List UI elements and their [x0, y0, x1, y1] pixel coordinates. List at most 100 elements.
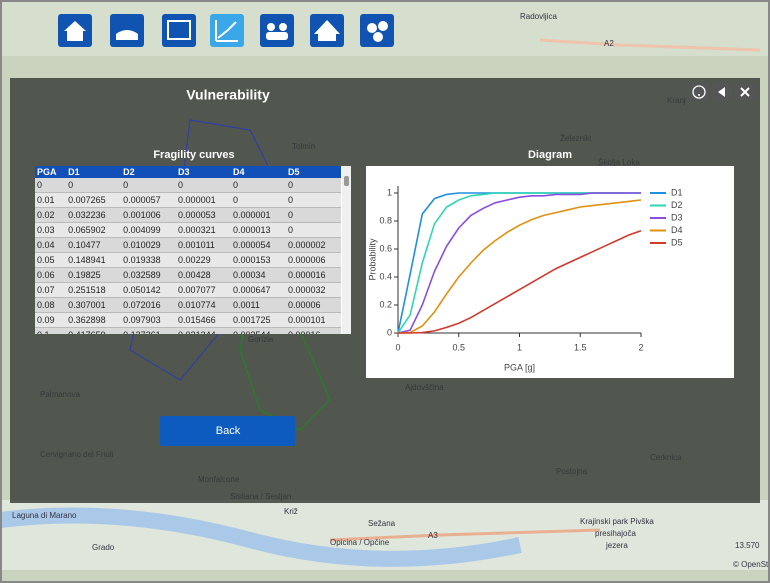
series-line	[397, 199, 642, 334]
panel-controls	[689, 83, 755, 101]
table-cell: 0.01	[35, 192, 67, 208]
map-label: A2	[604, 39, 614, 48]
damage-icon	[314, 20, 340, 41]
table-cell: 0.10477	[66, 237, 122, 253]
cost-icon	[378, 21, 388, 31]
population-button[interactable]	[260, 14, 294, 47]
table-cell: 0.010029	[121, 237, 177, 253]
scrollbar[interactable]	[342, 166, 351, 334]
table-row: 0.08 0.307001 0.072016 0.010774 0.0011 0.0000…	[35, 297, 341, 313]
y-tick-label: 0.8	[379, 215, 392, 225]
map-label: Križ	[284, 507, 298, 516]
table-cell: 0.03	[35, 222, 67, 238]
table-cell: 0.00428	[176, 267, 232, 283]
table-cell: 0.001011	[176, 237, 232, 253]
header-row: PGA D1 D2 D3 D4 D5	[35, 166, 341, 178]
cost-icon	[367, 23, 377, 33]
table-cell: 0.19825	[66, 267, 122, 283]
table-cell: 0	[285, 178, 341, 193]
monitor-icon	[167, 20, 191, 40]
table-cell: 0	[35, 178, 67, 193]
table-cell: 0.010774	[176, 297, 232, 313]
table-cell: 0	[66, 178, 122, 193]
vulnerability-icon	[215, 20, 238, 42]
table-row: 0.05 0.148941 0.019338 0.00229 0.000153 0.000…	[35, 252, 341, 268]
population-icon	[267, 23, 275, 31]
table-cell: 0.001006	[121, 207, 177, 223]
help-icon	[692, 85, 706, 99]
map-label: 13.570	[735, 541, 760, 550]
table-cell: 0.097903	[121, 312, 177, 328]
table-cell: 0.09	[35, 312, 67, 328]
y-tick-label: 0.6	[379, 243, 392, 253]
column-header: D5	[285, 166, 341, 178]
map-label: Radovljica	[520, 12, 557, 21]
home-icon	[64, 21, 86, 41]
column-header: PGA	[35, 166, 67, 178]
x-tick-label: 1	[517, 342, 522, 352]
fragility-table: PGA D1 D2 D3 D4 D5 0 0 0 0 0 0 0.01 0.007265 0.000057 0…	[35, 166, 351, 334]
table-cell: 0.307001	[66, 297, 122, 313]
table-cell: 0	[231, 192, 286, 208]
table-cell: 0.032589	[121, 267, 177, 283]
table-body: 0 0 0 0 0 0 0.01 0.007265 0.000057 0.000001 0 0 0.02…	[35, 178, 341, 334]
table: PGA D1 D2 D3 D4 D5 0 0 0 0 0 0 0.01 0.007265 0.000057 0…	[35, 166, 341, 334]
table-row: 0.02 0.032236 0.001006 0.000053 0.000001 0	[35, 207, 341, 223]
back-button-label: Back	[216, 425, 241, 437]
toolbar-buttons	[58, 14, 394, 47]
map-label: jezera	[605, 541, 628, 550]
cost-icon	[373, 32, 383, 42]
y-tick-label: 0.4	[379, 271, 392, 281]
table-cell: 0	[176, 178, 232, 193]
map-label: Opicina / Opčine	[330, 538, 390, 547]
scroll-thumb[interactable]	[344, 176, 349, 186]
table-row: 0.09 0.362898 0.097903 0.015466 0.001725 0.00…	[35, 312, 341, 328]
table-cell: 0.000016	[285, 267, 341, 283]
table-cell: 0.000002	[285, 237, 341, 253]
table-cell: 0.00034	[231, 267, 286, 283]
map-label: © OpenStreetMap	[733, 560, 770, 569]
column-header: D1	[66, 166, 122, 178]
table-cell: 0.08	[35, 297, 67, 313]
column-header: D4	[231, 166, 286, 178]
table-title: Fragility curves	[153, 149, 234, 161]
legend-label: D3	[671, 212, 683, 222]
population-icon	[279, 23, 287, 31]
table-cell: 0.015466	[176, 312, 232, 328]
table-cell: 0.000153	[231, 252, 286, 268]
table-cell: 0.000013	[231, 222, 286, 238]
table-cell: 0.04	[35, 237, 67, 253]
legend-label: D2	[671, 200, 683, 210]
table-cell: 0.000001	[176, 192, 232, 208]
column-header: D3	[176, 166, 232, 178]
cost-button[interactable]	[360, 14, 394, 47]
table-cell: 0.362898	[66, 312, 122, 328]
table-cell: 0.002544	[231, 327, 286, 334]
table-cell: 0.004099	[121, 222, 177, 238]
table-cell: 0.05	[35, 252, 67, 268]
table-cell: 0.065902	[66, 222, 122, 238]
table-cell: 0.000054	[231, 237, 286, 253]
x-tick-label: 0	[395, 342, 400, 352]
table-row: 0.06 0.19825 0.032589 0.00428 0.00034 0.00001…	[35, 267, 341, 283]
table-cell: 0	[121, 178, 177, 193]
y-tick-label: 0	[387, 327, 392, 337]
help-button[interactable]	[689, 83, 709, 101]
table-cell: 0.000647	[231, 282, 286, 298]
series-line	[397, 192, 641, 334]
hazard-icon	[116, 30, 138, 40]
table-cell: 0.00229	[176, 252, 232, 268]
y-axis-label: Probability	[367, 238, 377, 281]
map-label: Laguna di Marano	[12, 511, 77, 520]
table-cell: 0	[285, 222, 341, 238]
table-cell: 0.1	[35, 327, 67, 334]
table-cell: 0.000032	[285, 282, 341, 298]
back-button[interactable]	[160, 416, 295, 446]
table-cell: 0.000006	[285, 252, 341, 268]
table-cell: 0.019338	[121, 252, 177, 268]
table-cell: 0.021244	[176, 327, 232, 334]
table-cell: 0.001725	[231, 312, 286, 328]
legend-label: D5	[671, 237, 683, 247]
